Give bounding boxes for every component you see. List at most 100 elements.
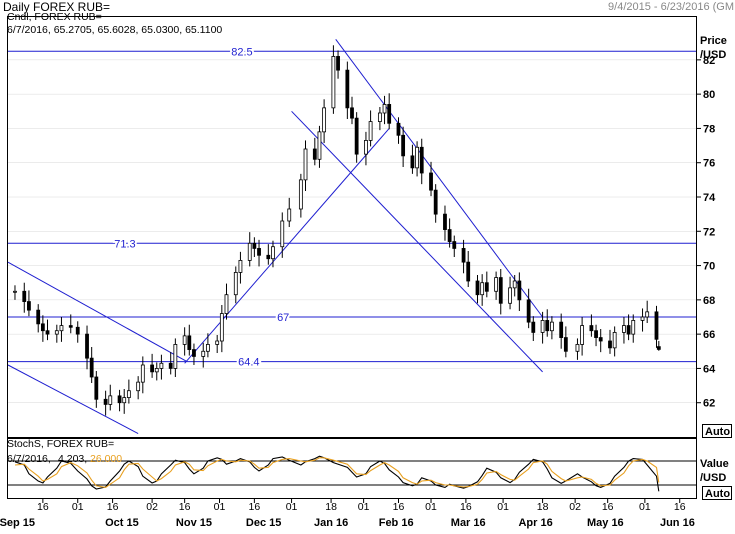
candle-body [94,376,99,400]
candle-body [575,344,580,352]
candle [331,45,336,114]
candle [126,379,131,404]
candle-body [192,349,196,357]
candle [150,353,155,378]
date-tick-label: 16 [602,501,614,513]
candle-body [387,104,392,124]
candle [475,275,480,304]
candle [622,317,626,344]
candle [461,239,466,274]
candle [377,107,382,131]
candle [549,316,554,340]
candle [540,311,545,344]
candle-body [580,325,585,345]
candle [594,324,598,347]
date-tick-label: 01 [425,501,437,513]
candle-body [640,316,645,321]
candle [415,141,419,177]
candle-body [447,229,452,242]
candle [75,321,80,343]
candle-body [159,362,164,369]
candle-body [466,261,471,282]
candle-body [154,368,159,373]
candle [354,112,359,163]
ohlc-readout: 6/7/2016, 65.2705, 65.6028, 65.0300, 65.… [7,24,222,36]
candle-body [410,155,415,169]
date-tick-label: 18 [325,501,337,513]
month-label: Nov 15 [176,517,212,529]
candle [257,239,261,267]
candle-body [443,213,447,230]
candle [368,110,373,147]
candle [192,343,196,365]
candle-body [368,121,373,141]
candle-body [13,290,17,293]
candle [122,389,127,414]
candle [336,50,340,79]
stoch-line [14,457,660,488]
candle-body [382,104,387,114]
price-tick-label: 64 [703,363,716,375]
candle [480,274,485,306]
candle [140,356,145,394]
candle-body [108,395,113,405]
date-range-label: 9/4/2015 - 6/23/2016 (GM [608,1,734,13]
candle [598,329,603,353]
date-tick-label: 16 [37,501,49,513]
candle [108,384,113,411]
candle-body [40,323,45,332]
candle-body [75,326,80,335]
candle-body [336,56,340,71]
candle [219,305,224,353]
candle-body [168,362,173,369]
candle-body [563,337,568,352]
stoch-auto-label: Auto [705,488,730,500]
candle [631,314,636,343]
date-tick-label: 02 [569,501,581,513]
date-tick-label: 16 [393,501,405,513]
candle-body [266,254,271,260]
candlestick-series [13,45,661,416]
candle-body [187,335,192,350]
trend-line [335,38,543,318]
candle [466,251,471,287]
date-tick-label: 16 [249,501,261,513]
main-plot-frame [7,16,697,438]
candle-body [517,280,522,301]
trend-line [7,261,188,363]
candle-body [233,272,238,296]
candle-body [345,69,350,109]
candle [54,324,59,343]
price-tick-label: 72 [703,226,715,238]
price-axis-unit: /USD [700,49,726,61]
price-auto-button[interactable]: Auto [702,424,732,439]
horizontal-levels: 82.5 71.3 67 64.4 [8,44,696,371]
candle [645,300,650,323]
candle [45,319,50,341]
candle-body [526,299,531,323]
candle [159,354,164,380]
price-auto-label: Auto [705,426,730,438]
date-tick-label: 01 [72,501,84,513]
candle [238,251,243,284]
candle [443,205,447,241]
stoch-auto-button[interactable]: Auto [702,486,732,501]
month-label: Feb 16 [379,517,414,529]
candle [224,283,229,320]
date-tick-label: 01 [286,501,298,513]
candle [182,327,187,356]
stoch-readout-date: 6/7/2016, [7,453,51,465]
candle [187,324,192,356]
candle-body [452,241,457,249]
candle [27,290,31,317]
date-tick-label: 01 [497,501,509,513]
date-tick-label: 16 [460,501,472,513]
price-tick-label: 62 [703,398,715,410]
date-axis-ticks: 16 01 16 02 16 01 16 01 18 01 16 01 16 01 18 02 16 01 16Se… [0,498,695,529]
price-tick-label: 80 [703,89,715,101]
candle [494,271,499,300]
candle [13,285,17,300]
candle-body [419,146,424,174]
candle [303,140,308,191]
candle [201,342,206,368]
